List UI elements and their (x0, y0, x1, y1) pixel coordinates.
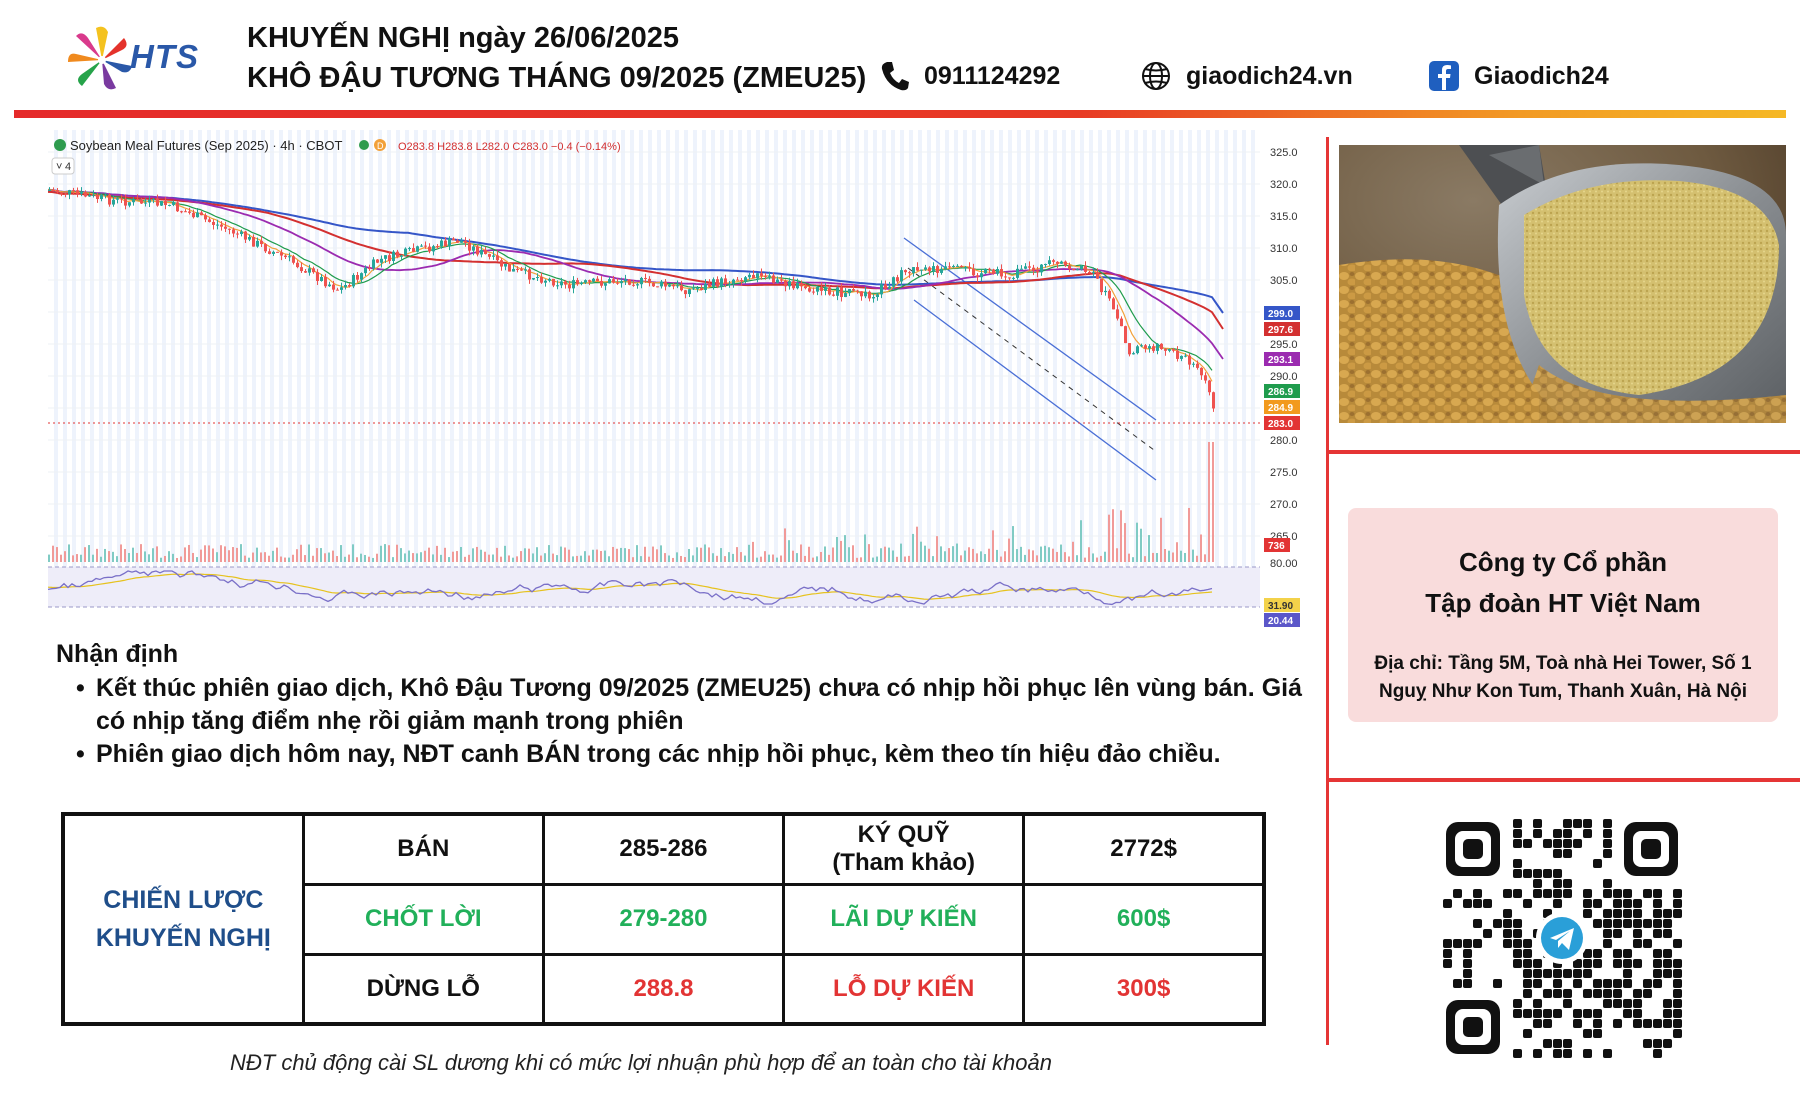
chart-symbol: Soybean Meal Futures (Sep 2025) · 4h · C… (70, 138, 342, 153)
telegram-qr-code[interactable] (1442, 818, 1682, 1058)
stop-loss-value: 288.8 (541, 952, 786, 1026)
price-badge (1264, 322, 1300, 336)
price-tick: 310.0 (1270, 243, 1298, 255)
analysis-title: Nhận định (56, 640, 179, 668)
panel-divider (1326, 778, 1800, 782)
price-badge (1264, 400, 1300, 414)
analysis-list: Kết thúc phiên giao dịch, Khô Đậu Tương … (76, 672, 1302, 771)
price-badge (1264, 352, 1300, 366)
stop-loss-label: DỪNG LỖ (301, 952, 545, 1026)
rsi-badge (1264, 598, 1300, 612)
pinwheel-logo-icon (68, 26, 132, 90)
price-tick: 320.0 (1270, 179, 1298, 191)
page-title: KHUYẾN NGHỊ ngày 26/06/2025 (247, 22, 679, 54)
volume-badge-text: 736 (1268, 541, 1285, 552)
rsi-badge-text: 20.44 (1268, 616, 1293, 627)
strategy-table: CHIẾN LƯỢC KHUYẾN NGHỊ BÁN 285-286 KÝ QU… (61, 812, 1266, 1026)
analysis-bullet: Kết thúc phiên giao dịch, Khô Đậu Tương … (76, 672, 1302, 738)
margin-label-cell: KÝ QUỸ (Tham khảo) (782, 812, 1026, 886)
strategy-label: CHIẾN LƯỢC KHUYẾN NGHỊ (61, 812, 305, 1026)
globe-icon (1142, 62, 1170, 90)
footnote: NĐT chủ động cài SL dương khi có mức lợi… (230, 1050, 1052, 1075)
price-badge (1264, 384, 1300, 398)
price-badge-text: 283.0 (1268, 419, 1293, 430)
expected-profit-value: 600$ (1022, 882, 1266, 956)
phone-icon (881, 62, 909, 91)
website-link[interactable]: giaodich24.vn (1140, 60, 1353, 92)
qr-finder (1446, 822, 1678, 1054)
price-tick: 270.0 (1270, 499, 1298, 511)
logo-text: HTS (130, 38, 199, 75)
facebook-link[interactable]: Giaodich24 (1428, 60, 1609, 92)
take-profit-label: CHỐT LỜI (301, 882, 545, 956)
soybean-scoop-image (1339, 145, 1786, 423)
price-tick: 295.0 (1270, 339, 1298, 351)
company-address: Địa chỉ: Tầng 5M, Toà nhà Hei Tower, Số … (1348, 650, 1778, 706)
company-address-line: Nguỵ Như Kon Tum, Thanh Xuân, Hà Nội (1378, 681, 1748, 702)
price-badge-text: 286.9 (1268, 387, 1293, 398)
company-name-line: Công ty Cổ phần (1459, 547, 1667, 577)
header-divider (14, 110, 1786, 118)
expected-profit-label: LÃI DỰ KIẾN (782, 882, 1026, 956)
facebook-icon (1429, 61, 1459, 91)
hts-logo (60, 22, 210, 96)
panel-divider (1326, 450, 1800, 454)
price-badge (1264, 306, 1300, 320)
take-profit-value: 279-280 (541, 882, 786, 956)
chart-ohlc: O283.8 H283.8 L282.0 C283.0 −0.4 (−0.14%… (398, 141, 621, 153)
strategy-label-line: KHUYẾN NGHỊ (95, 924, 271, 952)
price-tick: 305.0 (1270, 275, 1298, 287)
company-name: Công ty Cổ phần Tập đoàn HT Việt Nam (1348, 542, 1778, 624)
indicators-toggle[interactable] (51, 157, 75, 175)
soybean-meal-photo (1339, 145, 1786, 423)
price-tick: 275.0 (1270, 467, 1298, 479)
price-tick: 280.0 (1270, 435, 1298, 447)
rsi-tick: 80.00 (1270, 558, 1298, 570)
price-chart-svg: Soybean Meal Futures (Sep 2025) · 4h · C… (48, 130, 1308, 634)
qr-code-image (1442, 818, 1682, 1058)
price-tick: 290.0 (1270, 371, 1298, 383)
company-card: Công ty Cổ phần Tập đoàn HT Việt Nam Địa… (1348, 508, 1778, 722)
indicator-count: 4 (65, 161, 71, 173)
page-subtitle: KHÔ ĐẬU TƯƠNG THÁNG 09/2025 (ZMEU25) (247, 62, 867, 94)
facebook-text: Giaodich24 (1474, 61, 1609, 90)
strategy-label-line: CHIẾN LƯỢC (103, 886, 264, 914)
price-badge-text: 293.1 (1268, 355, 1293, 366)
rsi-badge-text: 31.90 (1268, 601, 1293, 612)
phone-contact[interactable]: 0911124292 (880, 60, 1060, 92)
expected-loss-value: 300$ (1022, 952, 1266, 1026)
svg-text:D: D (377, 141, 384, 151)
panel-divider (1326, 137, 1329, 1045)
margin-label: KÝ QUỸ (857, 821, 950, 849)
action-cell: BÁN (301, 812, 545, 886)
website-text: giaodich24.vn (1186, 61, 1353, 90)
margin-value-cell: 2772$ (1022, 812, 1266, 886)
delayed-data-icon (374, 139, 386, 151)
price-badge-text: 297.6 (1268, 325, 1293, 336)
analysis-bullet: Phiên giao dịch hôm nay, NĐT canh BÁN tr… (76, 738, 1302, 771)
market-status-icon (359, 140, 369, 150)
rsi-badge (1264, 613, 1300, 627)
price-badge-text: 299.0 (1268, 309, 1293, 320)
cbot-logo-icon (54, 139, 66, 151)
price-tick: 315.0 (1270, 211, 1298, 223)
entry-cell: 285-286 (541, 812, 786, 886)
price-tick: 325.0 (1270, 147, 1298, 159)
company-address-line: Địa chỉ: Tầng 5M, Toà nhà Hei Tower, Số … (1374, 653, 1752, 674)
price-chart: Soybean Meal Futures (Sep 2025) · 4h · C… (48, 130, 1308, 634)
expected-loss-label: LỖ DỰ KIẾN (782, 952, 1026, 1026)
margin-label-note: (Tham khảo) (832, 849, 975, 877)
volume-badge (1264, 538, 1290, 552)
svg-text:˅: ˅ (56, 161, 62, 173)
price-badge (1264, 416, 1300, 430)
price-badge-text: 284.9 (1268, 403, 1293, 414)
company-name-line: Tập đoàn HT Việt Nam (1425, 588, 1701, 618)
phone-number: 0911124292 (924, 61, 1061, 90)
